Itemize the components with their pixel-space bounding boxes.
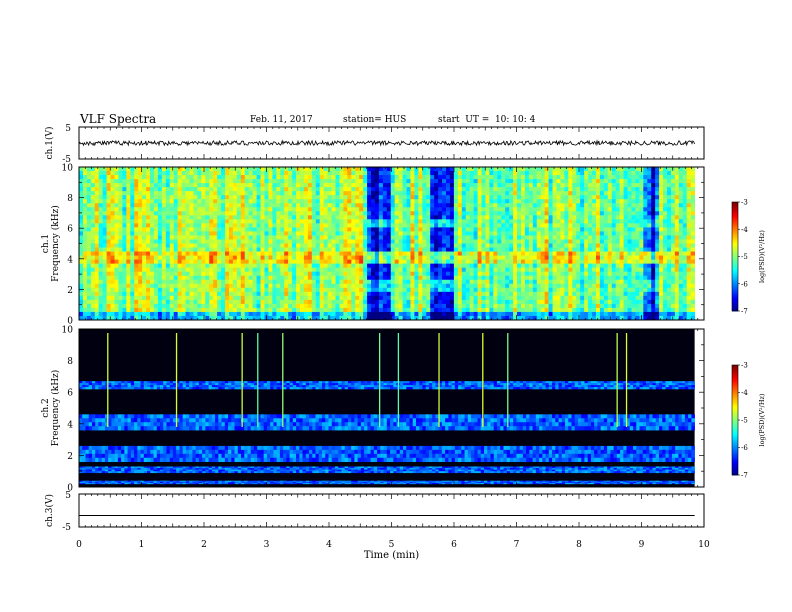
- ch2-spikes: [107, 333, 628, 427]
- y-tick-label: 6: [67, 389, 73, 399]
- ch2-spectrogram-floor: [79, 329, 695, 487]
- colorbar-ch2: [732, 365, 738, 476]
- date-label: Feb. 11, 2017: [250, 115, 313, 125]
- figure-title: VLF Spectra: [80, 112, 157, 126]
- y-tick-label: 0: [67, 317, 73, 327]
- colorbar-tick-label: -7: [741, 308, 748, 316]
- ch2-spike: [175, 333, 178, 427]
- x-tick-label: 3: [264, 540, 270, 550]
- colorbar-ch1: [732, 202, 738, 312]
- station-label: station= HUS: [343, 115, 407, 125]
- y-tick-label: 4: [67, 420, 73, 430]
- colorbar-tick-label: -7: [741, 472, 748, 480]
- x-tick-label: 10: [698, 540, 710, 550]
- y-tick-label: 6: [67, 225, 73, 235]
- y-tick-label: 4: [67, 255, 73, 265]
- x-tick-label: 8: [576, 540, 582, 550]
- y-axis-label: ch.3(V): [44, 494, 55, 527]
- ch2-spike: [257, 333, 259, 427]
- x-axis-label: Time (min): [364, 550, 419, 561]
- y-axis-label: ch.1(V): [44, 127, 55, 160]
- x-tick-label: 4: [326, 540, 332, 550]
- y-tick-label: 8: [67, 194, 73, 204]
- colorbar-label: log(PSD)(V²/Hz): [758, 393, 766, 446]
- start-time-label: start UT = 10: 10: 4: [438, 115, 536, 125]
- y-axis-label: ch.2: [41, 398, 51, 417]
- ch1-waveform-line: [78, 139, 695, 147]
- ch1-spectrogram-image: [79, 167, 696, 321]
- ch2-spike: [616, 333, 618, 427]
- colorbar-tick-label: -3: [741, 362, 748, 370]
- ch2-spike: [282, 333, 284, 427]
- colorbar-tick-label: -6: [741, 280, 748, 288]
- colorbar-tick-label: -3: [741, 199, 748, 207]
- colorbar-tick-label: -4: [741, 226, 748, 234]
- ch2-spike: [107, 333, 109, 427]
- x-tick-label: 9: [639, 540, 645, 550]
- ch2-spike: [625, 333, 628, 427]
- y-tick-label: 2: [67, 452, 73, 462]
- y-tick-label: 5: [65, 491, 71, 501]
- ch2-spike: [241, 333, 243, 427]
- ch2-spike: [438, 333, 440, 427]
- y-axis-label: Frequency (kHz): [50, 205, 61, 282]
- y-axis-label: ch.1: [41, 234, 51, 253]
- y-tick-label: 2: [67, 286, 73, 296]
- y-tick-label: 10: [62, 326, 74, 336]
- x-tick-label: 0: [76, 540, 82, 550]
- colorbar-label: log(PSD)(V²/Hz): [758, 230, 766, 283]
- y-tick-label: 8: [67, 357, 73, 367]
- ch2-spike: [397, 333, 400, 427]
- colorbar-tick-label: -6: [741, 444, 748, 452]
- ch2-spike: [482, 333, 484, 427]
- colorbar-tick-label: -4: [741, 389, 748, 397]
- x-tick-label: 7: [514, 540, 520, 550]
- colorbar-tick-label: -5: [741, 253, 748, 261]
- x-tick-label: 2: [201, 540, 207, 550]
- y-axis-label: Frequency (kHz): [50, 370, 61, 447]
- y-tick-label: -5: [62, 155, 71, 165]
- x-tick-label: 5: [389, 540, 395, 550]
- y-tick-label: -5: [62, 523, 71, 533]
- y-tick-label: 10: [62, 164, 74, 174]
- y-tick-label: 0: [67, 484, 73, 494]
- x-tick-label: 1: [139, 540, 145, 550]
- x-tick-label: 6: [451, 540, 457, 550]
- ch2-spike: [507, 333, 509, 427]
- colorbar-tick-label: -5: [741, 417, 748, 425]
- ch2-spike: [379, 333, 381, 427]
- y-tick-label: 5: [65, 124, 71, 134]
- ch2-spectrogram-image: [79, 381, 695, 485]
